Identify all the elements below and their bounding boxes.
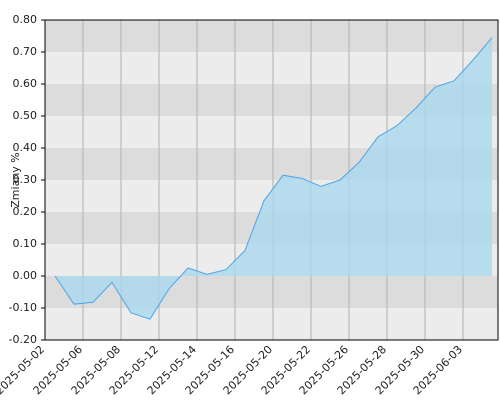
y-tick-label: 0.40	[13, 141, 38, 154]
grid-band	[45, 52, 498, 84]
y-axis-label: Zmiany %	[9, 152, 22, 207]
area-fill	[55, 37, 492, 320]
y-tick-label: 0.80	[13, 13, 38, 26]
grid-band	[45, 308, 498, 340]
y-tick-label: 0.50	[13, 109, 38, 122]
y-tick-label: 0.00	[13, 269, 38, 282]
y-tick-label: -0.10	[9, 301, 37, 314]
y-tick-label: 0.20	[13, 205, 38, 218]
y-tick-label: 0.60	[13, 77, 38, 90]
y-tick-label: 0.30	[13, 173, 38, 186]
grid-band	[45, 20, 498, 52]
y-tick-label: 0.70	[13, 45, 38, 58]
y-tick-label: -0.20	[9, 333, 37, 346]
y-tick-label: 0.10	[13, 237, 38, 250]
plot-frame	[44, 19, 499, 341]
line	[54, 37, 493, 320]
